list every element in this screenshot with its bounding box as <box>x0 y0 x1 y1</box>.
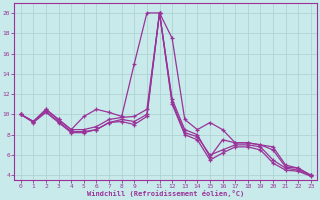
X-axis label: Windchill (Refroidissement éolien,°C): Windchill (Refroidissement éolien,°C) <box>87 190 244 197</box>
